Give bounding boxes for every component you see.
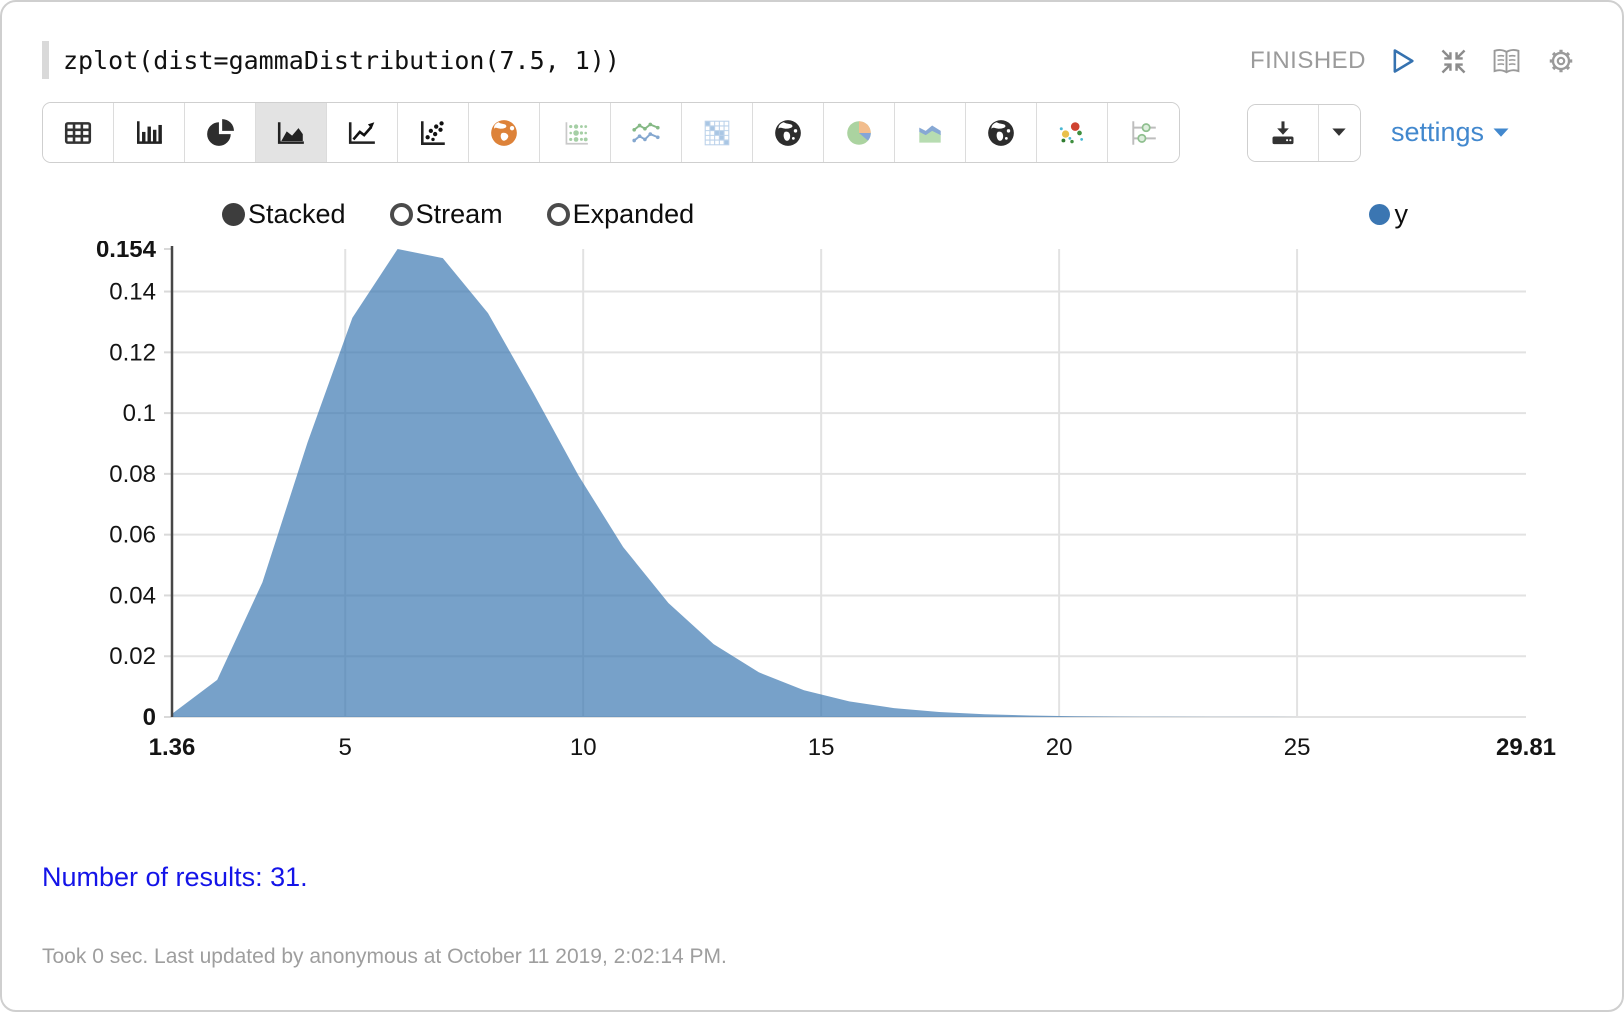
- chart-type-toolbar: [42, 102, 1180, 163]
- area-color-button[interactable]: [895, 103, 966, 162]
- svg-text:20: 20: [1046, 734, 1073, 761]
- results-text: Number of results: 31.: [42, 862, 308, 892]
- svg-text:0.1: 0.1: [123, 400, 156, 427]
- radio-icon: [389, 202, 413, 226]
- svg-text:15: 15: [808, 734, 835, 761]
- svg-text:0.154: 0.154: [96, 241, 157, 263]
- legend-label: y: [1394, 198, 1409, 229]
- area-mode-radios: Stacked Stream Expanded: [222, 199, 694, 230]
- code-text[interactable]: zplot(dist=gammaDistribution(7.5, 1)): [63, 45, 620, 75]
- radio-label: Stacked: [248, 198, 346, 229]
- globe-map-2-button[interactable]: [966, 103, 1037, 162]
- gear-icon[interactable]: [1546, 46, 1576, 76]
- svg-text:0: 0: [143, 704, 156, 731]
- book-icon[interactable]: [1491, 47, 1522, 76]
- area-chart: 0 0.02 0.04 0.06 0.08 0.1 0.12 0.14 0.154 1.36 5 10…: [42, 236, 1582, 766]
- radio-label: Stream: [415, 198, 503, 229]
- download-button-group: [1246, 103, 1361, 162]
- footer-status-text: Took 0 sec. Last updated by anonymous at…: [42, 945, 727, 968]
- svg-text:29.81: 29.81: [1496, 734, 1556, 761]
- pie-chart-button[interactable]: [185, 103, 256, 162]
- slider-settings-button[interactable]: [1108, 103, 1179, 162]
- svg-text:0.02: 0.02: [109, 643, 156, 670]
- map-globe-orange-button[interactable]: [469, 103, 540, 162]
- settings-link[interactable]: settings: [1391, 117, 1510, 148]
- scatter-color-button[interactable]: [1037, 103, 1108, 162]
- area-series-y: [172, 249, 1526, 717]
- radio-stream[interactable]: Stream: [389, 198, 503, 230]
- svg-text:5: 5: [339, 734, 352, 761]
- bar-chart-button[interactable]: [114, 103, 185, 162]
- radio-expanded[interactable]: Expanded: [546, 198, 695, 230]
- collapse-icon[interactable]: [1440, 48, 1467, 75]
- svg-text:0.14: 0.14: [109, 279, 156, 306]
- run-icon[interactable]: [1390, 47, 1416, 75]
- editor-gutter-bar: [42, 41, 49, 79]
- bubble-grid-button[interactable]: [540, 103, 611, 162]
- pie-color-button[interactable]: [824, 103, 895, 162]
- radio-icon: [222, 202, 245, 226]
- legend-dot: [1368, 203, 1390, 225]
- chart-canvas: 0 0.02 0.04 0.06 0.08 0.1 0.12 0.14 0.154 1.36 5 10…: [96, 236, 1556, 761]
- svg-text:1.36: 1.36: [149, 734, 196, 761]
- area-chart-button[interactable]: [256, 103, 327, 162]
- table-button[interactable]: [43, 103, 114, 162]
- download-caret-button[interactable]: [1317, 104, 1360, 161]
- scatter-plot-button[interactable]: [398, 103, 469, 162]
- svg-text:0.04: 0.04: [109, 582, 156, 609]
- viz-right-controls: settings: [1246, 103, 1510, 162]
- line-chart-button[interactable]: [327, 103, 398, 162]
- caret-down-icon: [1493, 128, 1509, 137]
- multi-line-button[interactable]: [611, 103, 682, 162]
- radio-icon: [546, 202, 570, 226]
- status-finished: FINISHED: [1249, 47, 1366, 74]
- svg-text:0.08: 0.08: [109, 461, 156, 488]
- settings-label: settings: [1390, 117, 1484, 147]
- svg-text:25: 25: [1284, 734, 1311, 761]
- svg-text:0.12: 0.12: [109, 339, 156, 366]
- radio-label: Expanded: [572, 198, 695, 229]
- legend-item-y[interactable]: y: [1368, 198, 1409, 230]
- globe-map-button[interactable]: [753, 103, 824, 162]
- download-button[interactable]: [1247, 104, 1318, 161]
- paragraph-actions: FINISHED: [1250, 46, 1576, 76]
- svg-text:10: 10: [570, 734, 597, 761]
- radio-stacked[interactable]: Stacked: [222, 199, 346, 230]
- heatmap-matrix-button[interactable]: [682, 103, 753, 162]
- code-editor-row: zplot(dist=gammaDistribution(7.5, 1)): [42, 40, 1582, 80]
- chart-options-row: Stacked Stream Expanded y: [42, 197, 1582, 231]
- caret-down-icon: [1332, 128, 1347, 136]
- svg-text:0.06: 0.06: [109, 522, 156, 549]
- viz-toolbar-row: settings: [42, 102, 1582, 163]
